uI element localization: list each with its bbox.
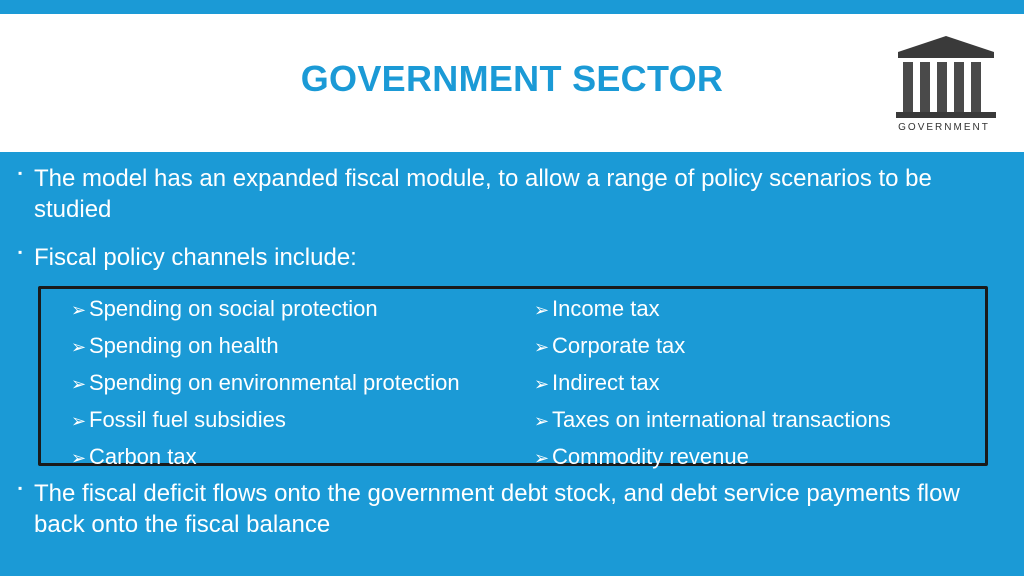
channels-box: ➢ Spending on social protection ➢ Spending… <box>38 286 988 469</box>
list-item: ➢ Spending on social protection <box>71 291 460 328</box>
logo-label: GOVERNMENT <box>898 122 990 133</box>
arrow-icon: ➢ <box>534 374 550 394</box>
spending-channels-list: ➢ Spending on social protection ➢ Spending… <box>71 291 460 476</box>
bullet-marker: ▪ <box>18 245 23 259</box>
arrow-icon: ➢ <box>71 374 87 394</box>
list-item: ➢ Carbon tax <box>71 439 460 476</box>
bullet-fiscal-module: ▪ The model has an expanded fiscal modul… <box>18 163 1008 225</box>
arrow-icon: ➢ <box>534 448 550 468</box>
bullet-text: The model has an expanded fiscal module,… <box>34 165 932 223</box>
slide-header <box>0 14 1024 152</box>
list-item: ➢ Income tax <box>534 291 891 328</box>
arrow-icon: ➢ <box>71 448 87 468</box>
arrow-icon: ➢ <box>534 411 550 431</box>
bullet-text: Fiscal policy channels include: <box>34 244 357 271</box>
bullet-channels: ▪ Fiscal policy channels include: <box>18 242 618 273</box>
top-strip <box>0 0 1024 14</box>
slide-title: GOVERNMENT SECTOR <box>300 58 724 99</box>
arrow-icon: ➢ <box>71 337 87 357</box>
bullet-text: The fiscal deficit flows onto the govern… <box>34 480 960 538</box>
list-item: ➢ Taxes on international transactions <box>534 402 891 439</box>
bullet-marker: ▪ <box>18 166 23 180</box>
arrow-icon: ➢ <box>71 411 87 431</box>
list-item: ➢ Corporate tax <box>534 328 891 365</box>
arrow-icon: ➢ <box>534 300 550 320</box>
bullet-fiscal-deficit: ▪ The fiscal deficit flows onto the gove… <box>18 478 1008 540</box>
list-item: ➢ Spending on health <box>71 328 460 365</box>
list-item: ➢ Commodity revenue <box>534 439 891 476</box>
government-building-icon <box>896 36 996 118</box>
arrow-icon: ➢ <box>534 337 550 357</box>
list-item: ➢ Indirect tax <box>534 365 891 402</box>
list-item: ➢ Fossil fuel subsidies <box>71 402 460 439</box>
revenue-channels-list: ➢ Income tax ➢ Corporate tax ➢ Indirect tax… <box>534 291 891 476</box>
bullet-marker: ▪ <box>18 481 23 495</box>
list-item: ➢ Spending on environmental protection <box>71 365 460 402</box>
arrow-icon: ➢ <box>71 300 87 320</box>
